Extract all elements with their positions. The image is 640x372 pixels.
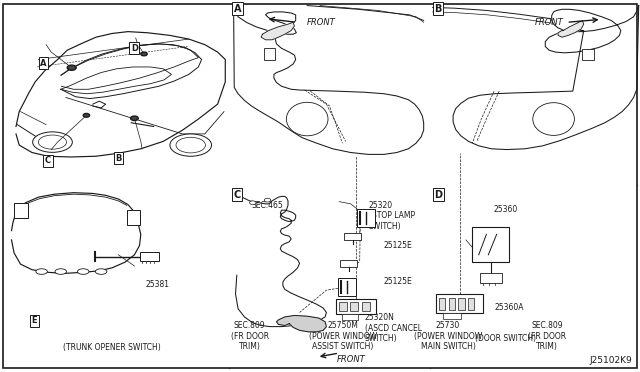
Polygon shape — [276, 315, 326, 332]
Ellipse shape — [77, 269, 89, 275]
Ellipse shape — [36, 269, 47, 275]
Circle shape — [131, 116, 138, 121]
Text: SEC.809
(FR DOOR
TRIM): SEC.809 (FR DOOR TRIM) — [230, 321, 269, 351]
Bar — [344, 232, 361, 240]
Bar — [14, 203, 28, 218]
Text: E: E — [32, 316, 37, 325]
Bar — [127, 210, 140, 225]
Polygon shape — [261, 22, 294, 40]
Bar — [362, 302, 370, 311]
Bar — [480, 273, 502, 283]
Circle shape — [67, 65, 76, 70]
Bar — [140, 252, 159, 261]
Bar — [449, 298, 455, 310]
Bar — [443, 313, 461, 319]
Text: FRONT: FRONT — [534, 18, 563, 27]
Ellipse shape — [287, 102, 328, 136]
Bar — [350, 302, 358, 311]
Text: D: D — [435, 190, 443, 200]
Circle shape — [250, 201, 256, 205]
Circle shape — [83, 113, 90, 117]
Ellipse shape — [533, 103, 575, 135]
Text: A: A — [40, 59, 47, 68]
Bar — [468, 298, 474, 310]
Circle shape — [264, 198, 271, 202]
Text: J25102K9: J25102K9 — [589, 356, 632, 365]
Ellipse shape — [33, 132, 72, 153]
Bar — [436, 294, 483, 313]
Bar — [357, 209, 375, 227]
Text: B: B — [435, 4, 442, 14]
Text: B: B — [115, 154, 122, 163]
Ellipse shape — [38, 135, 67, 149]
Text: FRONT: FRONT — [307, 18, 335, 27]
Text: 25125E: 25125E — [384, 241, 413, 250]
Bar — [264, 48, 275, 60]
Polygon shape — [61, 44, 198, 89]
Text: (DOOR SWITCH): (DOOR SWITCH) — [475, 334, 536, 343]
Bar — [338, 278, 356, 296]
Text: 25381: 25381 — [146, 280, 170, 289]
Text: (TRUNK OPENER SWITCH): (TRUNK OPENER SWITCH) — [63, 343, 161, 352]
Text: 25730
(POWER WINDOW
MAIN SWITCH): 25730 (POWER WINDOW MAIN SWITCH) — [414, 321, 482, 351]
Bar — [342, 314, 358, 320]
Text: 25125E: 25125E — [384, 277, 413, 286]
Text: A: A — [234, 4, 241, 14]
Bar — [472, 227, 509, 262]
Text: 25750M
(POWER WINDOW
ASSIST SWITCH): 25750M (POWER WINDOW ASSIST SWITCH) — [309, 321, 377, 351]
Ellipse shape — [176, 137, 205, 153]
Bar — [582, 49, 594, 60]
Circle shape — [141, 52, 147, 56]
Text: D: D — [131, 44, 138, 53]
Bar — [336, 299, 376, 314]
Ellipse shape — [95, 269, 107, 275]
Bar — [340, 260, 357, 267]
Polygon shape — [558, 20, 584, 37]
Text: FRONT: FRONT — [337, 355, 365, 364]
Bar — [439, 298, 445, 310]
Text: SEC.465: SEC.465 — [252, 201, 284, 210]
Text: C: C — [234, 190, 241, 200]
Text: C: C — [45, 156, 51, 165]
Text: 25360: 25360 — [493, 205, 518, 214]
Bar — [339, 302, 347, 311]
Text: 25320
(STOP LAMP
SWITCH): 25320 (STOP LAMP SWITCH) — [369, 201, 415, 231]
Text: 25360A: 25360A — [494, 303, 524, 312]
Bar — [458, 298, 465, 310]
Ellipse shape — [55, 269, 67, 275]
Text: 25320N
(ASCD CANCEL
SWITCH): 25320N (ASCD CANCEL SWITCH) — [365, 313, 422, 343]
Text: SEC.809
(FR DOOR
TRIM): SEC.809 (FR DOOR TRIM) — [528, 321, 566, 351]
Ellipse shape — [170, 134, 211, 156]
